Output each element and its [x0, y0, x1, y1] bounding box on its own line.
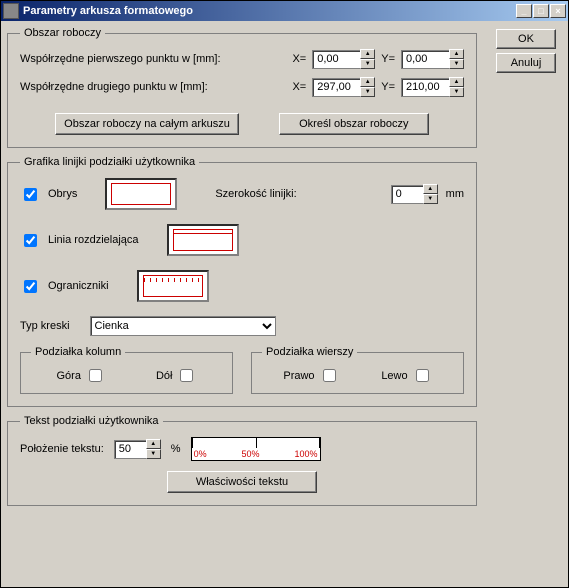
- separator-label: Linia rozdzielająca: [48, 234, 139, 246]
- ruler-graphics-legend: Grafika linijki podziałki użytkownika: [20, 156, 199, 168]
- left-label: Lewo: [381, 370, 407, 382]
- first-point-label: Współrzędne pierwszego punktu w [mm]:: [20, 53, 221, 65]
- position-label: Położenie tekstu:: [20, 443, 104, 455]
- outline-preview: [105, 178, 177, 210]
- ruler-text-legend: Tekst podziałki użytkownika: [20, 415, 163, 427]
- define-area-button[interactable]: Określ obszar roboczy: [279, 113, 429, 135]
- limiters-label: Ograniczniki: [48, 280, 109, 292]
- app-icon: [3, 3, 19, 19]
- text-properties-button[interactable]: Właściwości tekstu: [167, 471, 317, 493]
- right-label: Prawo: [283, 370, 314, 382]
- maximize-icon[interactable]: □: [533, 4, 549, 18]
- x-label: X=: [292, 53, 306, 65]
- pos-up[interactable]: ▲: [146, 439, 161, 449]
- limiters-preview: [137, 270, 209, 302]
- ruler-graphics-group: Grafika linijki podziałki użytkownika Ob…: [7, 156, 477, 407]
- pos-down[interactable]: ▼: [146, 449, 161, 459]
- outline-checkbox[interactable]: [24, 188, 37, 201]
- top-label: Góra: [57, 370, 81, 382]
- window-controls: _ □ ×: [516, 4, 566, 18]
- line-type-label: Typ kreski: [20, 320, 70, 332]
- cancel-button[interactable]: Anuluj: [496, 53, 556, 73]
- x2-up[interactable]: ▲: [360, 77, 375, 87]
- x1-down[interactable]: ▼: [360, 59, 375, 69]
- second-point-label: Współrzędne drugiego punktu w [mm]:: [20, 81, 208, 93]
- x1-input[interactable]: [312, 50, 360, 69]
- x2-input[interactable]: [312, 78, 360, 97]
- x2-down[interactable]: ▼: [360, 87, 375, 97]
- y2-input[interactable]: [401, 78, 449, 97]
- y1-down[interactable]: ▼: [449, 59, 464, 69]
- whole-sheet-button[interactable]: Obszar roboczy na całym arkuszu: [55, 113, 239, 135]
- lw-down[interactable]: ▼: [423, 194, 438, 204]
- p0: 0%: [194, 449, 207, 459]
- limiters-checkbox[interactable]: [24, 280, 37, 293]
- separator-checkbox[interactable]: [24, 234, 37, 247]
- p50: 50%: [242, 449, 260, 459]
- window-title: Parametry arkusza formatowego: [23, 5, 516, 17]
- left-checkbox[interactable]: [416, 369, 429, 382]
- bottom-checkbox[interactable]: [180, 369, 193, 382]
- minimize-icon[interactable]: _: [516, 4, 532, 18]
- dialog-buttons: OK Anuluj: [496, 29, 556, 73]
- work-area-legend: Obszar roboczy: [20, 27, 105, 39]
- column-scale-legend: Podziałka kolumn: [31, 346, 125, 358]
- y1-up[interactable]: ▲: [449, 49, 464, 59]
- y-label: Y=: [381, 53, 395, 65]
- row-scale-group: Podziałka wierszy Prawo Lewo: [251, 346, 464, 394]
- titlebar: Parametry arkusza formatowego _ □ ×: [1, 1, 568, 21]
- x1-up[interactable]: ▲: [360, 49, 375, 59]
- right-checkbox[interactable]: [323, 369, 336, 382]
- top-checkbox[interactable]: [89, 369, 102, 382]
- y1-input[interactable]: [401, 50, 449, 69]
- separator-preview: [167, 224, 239, 256]
- percent-sign: %: [171, 443, 181, 455]
- outline-label: Obrys: [48, 188, 77, 200]
- y-label-2: Y=: [381, 81, 395, 93]
- ok-button[interactable]: OK: [496, 29, 556, 49]
- lw-up[interactable]: ▲: [423, 184, 438, 194]
- dialog-window: Parametry arkusza formatowego _ □ × OK A…: [0, 0, 569, 588]
- work-area-group: Obszar roboczy Współrzędne pierwszego pu…: [7, 27, 477, 148]
- p100: 100%: [295, 449, 318, 459]
- position-input[interactable]: [114, 440, 146, 459]
- y2-down[interactable]: ▼: [449, 87, 464, 97]
- close-icon[interactable]: ×: [550, 4, 566, 18]
- x-label-2: X=: [292, 81, 306, 93]
- line-type-select[interactable]: Cienka: [90, 316, 276, 336]
- line-width-input[interactable]: [391, 185, 423, 204]
- bottom-label: Dół: [156, 370, 173, 382]
- unit-label: mm: [446, 188, 464, 200]
- column-scale-group: Podziałka kolumn Góra Dół: [20, 346, 233, 394]
- row-scale-legend: Podziałka wierszy: [262, 346, 357, 358]
- y2-up[interactable]: ▲: [449, 77, 464, 87]
- ruler-text-group: Tekst podziałki użytkownika Położenie te…: [7, 415, 477, 506]
- dialog-body: OK Anuluj Obszar roboczy Współrzędne pie…: [1, 21, 568, 587]
- line-width-label: Szerokość linijki:: [215, 188, 296, 200]
- percent-preview: 0% 50% 100%: [191, 437, 321, 461]
